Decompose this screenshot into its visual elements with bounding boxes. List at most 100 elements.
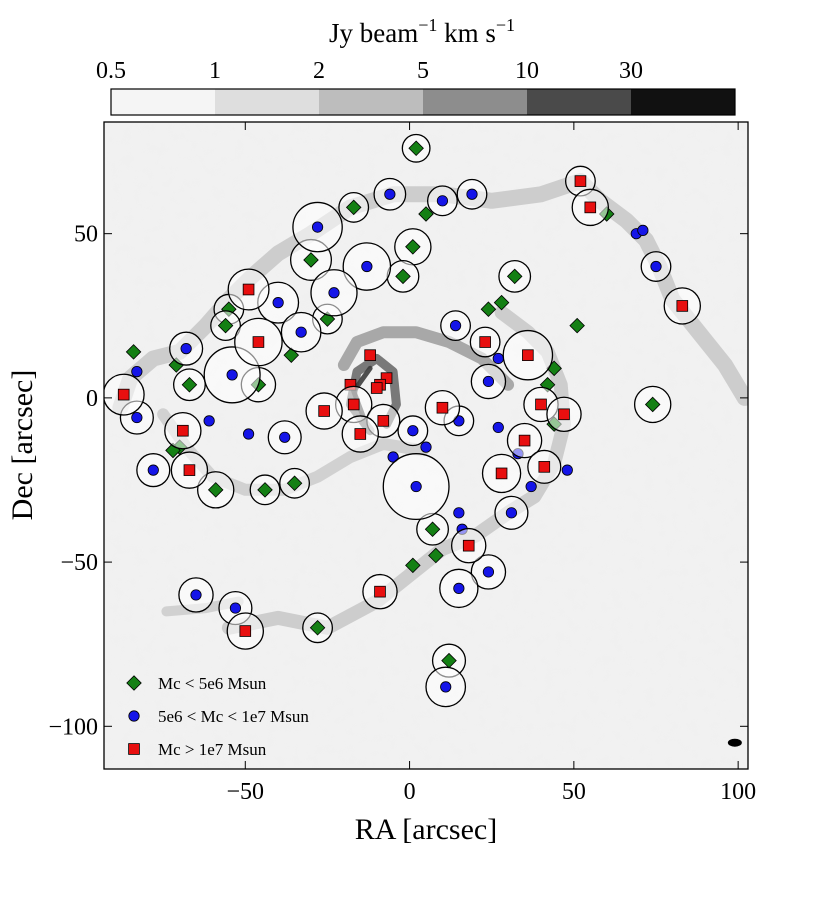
legend: Mc < 5e6 Msun 5e6 < Mc < 1e7 Msun Mc > 1e7… [126, 674, 309, 759]
cloud-marker-diamond [424, 521, 441, 538]
cloud-marker-circle [229, 602, 242, 614]
cloud-marker-diamond [418, 206, 434, 222]
cloud-marker-circle [466, 188, 478, 200]
y-tick-label: −50 [60, 550, 98, 576]
cloud-marker-square [574, 175, 587, 187]
cloud-markers [104, 133, 702, 708]
cloud-marker-diamond [506, 268, 523, 285]
cloud-marker-diamond [569, 317, 585, 334]
cloud-marker-square [177, 424, 189, 437]
colorbar-tick-label: 0.5 [96, 58, 126, 84]
colorbar: Jy beam−1 km s−1 0.5 1 2 5 10 30 [96, 15, 736, 116]
legend-label: Mc > 1e7 Msun [158, 740, 267, 759]
cloud-marker-square [252, 336, 265, 348]
cloud-marker-circle [311, 221, 324, 233]
cloud-marker-square [522, 349, 534, 361]
x-tick-label: 50 [562, 779, 586, 805]
cloud-marker-diamond [405, 239, 421, 255]
cloud-marker-square [535, 398, 547, 411]
cloud-marker-circle [482, 375, 495, 388]
cloud-marker-circle [272, 297, 284, 309]
cloud-marker-square [374, 585, 386, 598]
cloud-marker-circle [279, 431, 291, 443]
cloud-marker-square [183, 464, 196, 476]
cloud-marker-circle [131, 366, 143, 378]
cloud-marker-square [436, 401, 449, 414]
x-axis-label: RA [arcsec] [355, 813, 497, 846]
cloud-marker-diamond [303, 252, 319, 268]
cloud-marker-square [558, 408, 570, 421]
x-tick-label: 0 [404, 779, 416, 805]
inner-arm [337, 326, 515, 391]
colorbar-tick-label: 2 [313, 58, 325, 84]
colorbar-segment [423, 89, 527, 115]
x-ticks: −50 0 50 100 [227, 122, 756, 805]
legend-marker [126, 675, 142, 691]
cloud-marker-diamond [217, 317, 234, 334]
cloud-marker-circle [453, 582, 465, 594]
colorbar-segment [631, 89, 735, 115]
legend-label: 5e6 < Mc < 1e7 Msun [158, 707, 309, 726]
y-tick-label: 50 [74, 222, 98, 248]
cloud-marker-circle [650, 260, 662, 273]
cloud-marker-diamond [405, 557, 421, 574]
colorbar-tick-label: 5 [417, 58, 429, 84]
colorbar-tick-label: 1 [209, 58, 221, 84]
cloud-marker-circle [453, 507, 465, 519]
cloud-marker-diamond [257, 482, 273, 498]
legend-marker [128, 743, 140, 755]
cloud-marker-diamond [309, 620, 326, 636]
cloud-marker-diamond [480, 301, 497, 317]
cloud-marker-diamond [493, 294, 510, 311]
y-tick-label: 0 [86, 386, 98, 412]
cloud-marker-circle [147, 464, 159, 476]
cloud-marker-circle [505, 507, 518, 519]
cloud-marker-diamond [644, 396, 661, 413]
cloud-marker-circle [295, 326, 307, 338]
cloud-marker-circle [407, 425, 419, 437]
colorbar-segment [319, 89, 423, 115]
colorbar-label: Jy beam−1 km s−1 [329, 15, 515, 48]
beam-ellipse [727, 738, 742, 747]
cloud-marker-circle [482, 566, 495, 578]
cloud-marker-circle [361, 260, 373, 273]
cloud-marker-circle [203, 415, 215, 427]
cloud-marker-circle [384, 188, 396, 200]
cloud-marker-square [117, 388, 130, 401]
y-axis-label: Dec [arcsec] [6, 370, 39, 521]
colorbar-segment [527, 89, 631, 115]
cloud-marker-square [495, 467, 508, 480]
cloud-marker-square [584, 201, 597, 214]
cloud-marker-circle [561, 464, 573, 476]
cloud-marker-square [242, 283, 255, 296]
cloud-marker-diamond [207, 482, 224, 498]
cloud-marker-square [347, 398, 360, 411]
x-tick-label: 100 [720, 779, 756, 805]
colorbar-tick-label: 30 [619, 58, 643, 84]
cloud-marker-circle [637, 224, 649, 236]
cloud-marker-square [462, 539, 475, 552]
legend-label: Mc < 5e6 Msun [158, 674, 267, 693]
cloud-marker-circle [410, 480, 422, 493]
cloud-marker-square [518, 434, 531, 447]
cloud-marker-circle [420, 441, 432, 453]
colorbar-segment [215, 89, 319, 115]
cloud-marker-square [354, 428, 367, 440]
cloud-marker-square [364, 349, 376, 361]
cloud-marker-diamond [181, 376, 198, 393]
cloud-marker-diamond [395, 268, 411, 285]
cloud-marker-circle [436, 195, 449, 207]
cloud-marker-diamond [345, 199, 362, 216]
colorbar-tick-label: 10 [515, 58, 539, 84]
colorbar-segments [110, 88, 736, 116]
cloud-marker-square [676, 300, 689, 312]
cloud-marker-diamond [286, 475, 303, 492]
cloud-marker-square [479, 336, 491, 348]
cloud-marker-circle [226, 369, 238, 381]
cloud-marker-circle [440, 681, 452, 693]
cloud-marker-circle [492, 421, 504, 434]
cloud-marker-diamond [283, 347, 300, 363]
legend-marker [128, 710, 140, 722]
cloud-marker-square [538, 461, 551, 473]
